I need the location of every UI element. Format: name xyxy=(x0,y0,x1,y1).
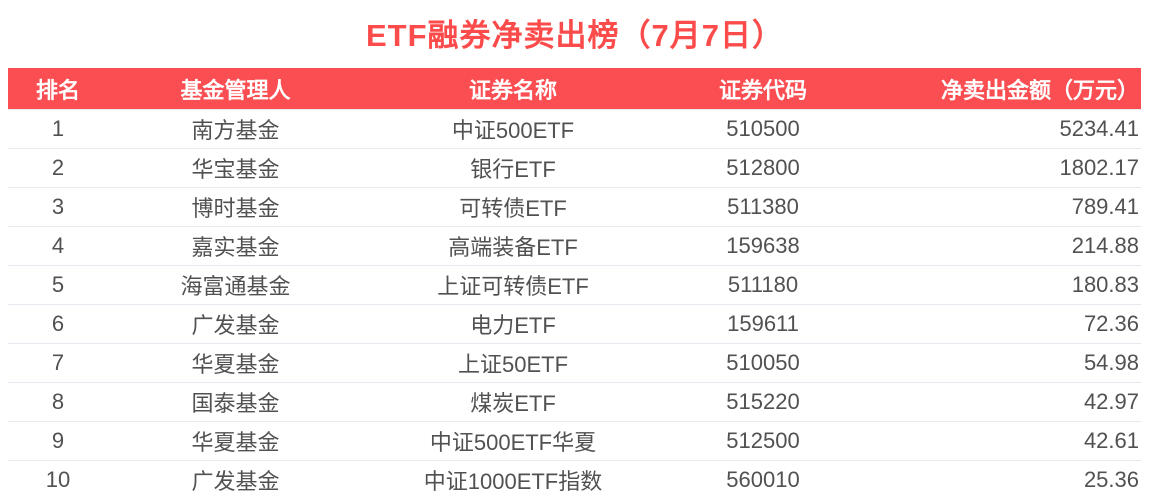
cell-manager: 嘉实基金 xyxy=(191,235,280,260)
cell-rank: 8 xyxy=(51,389,65,414)
table-row: 6 广发基金 电力ETF 159611 72.36 xyxy=(8,304,1141,343)
cell-name: 高端装备ETF xyxy=(448,235,578,260)
ranking-table: 排名 基金管理人 证券名称 证券代码 净卖出金额（万元） 1 南方基金 中证50… xyxy=(8,68,1141,499)
cell-code: 159611 xyxy=(727,311,799,336)
cell-manager: 广发基金 xyxy=(191,469,280,494)
table-row: 8 国泰基金 煤炭ETF 515220 42.97 xyxy=(8,382,1141,421)
cell-code: 511180 xyxy=(727,272,799,297)
cell-rank: 1 xyxy=(51,116,65,141)
table-row: 9 华夏基金 中证500ETF华夏 512500 42.61 xyxy=(8,421,1141,460)
table-header-row: 排名 基金管理人 证券名称 证券代码 净卖出金额（万元） xyxy=(8,68,1141,109)
cell-rank: 7 xyxy=(51,350,65,375)
cell-amount: 5234.41 xyxy=(1059,116,1139,141)
cell-rank: 5 xyxy=(51,272,65,297)
table-row: 10 广发基金 中证1000ETF指数 560010 25.36 xyxy=(8,460,1141,499)
cell-manager: 国泰基金 xyxy=(191,391,280,416)
cell-amount: 42.61 xyxy=(1083,428,1139,453)
cell-name: 中证500ETF华夏 xyxy=(429,430,597,455)
column-header-name: 证券名称 xyxy=(468,77,557,103)
cell-name: 上证50ETF xyxy=(457,352,569,377)
cell-code: 512800 xyxy=(726,155,800,180)
cell-amount: 25.36 xyxy=(1083,467,1139,492)
table-row: 4 嘉实基金 高端装备ETF 159638 214.88 xyxy=(8,226,1141,265)
cell-manager: 博时基金 xyxy=(191,196,280,221)
cell-manager: 华宝基金 xyxy=(191,157,280,182)
table-row: 7 华夏基金 上证50ETF 510050 54.98 xyxy=(8,343,1141,382)
cell-rank: 6 xyxy=(51,311,65,336)
cell-name: 上证可转债ETF xyxy=(437,274,589,299)
cell-name: 可转债ETF xyxy=(459,196,567,221)
table-row: 1 南方基金 中证500ETF 510500 5234.41 xyxy=(8,109,1141,148)
cell-amount: 1802.17 xyxy=(1059,155,1139,180)
cell-rank: 3 xyxy=(51,194,65,219)
cell-manager: 南方基金 xyxy=(191,118,280,143)
cell-manager: 海富通基金 xyxy=(180,274,291,299)
cell-manager: 华夏基金 xyxy=(191,430,280,455)
column-header-code: 证券代码 xyxy=(718,77,807,103)
cell-code: 511380 xyxy=(727,194,799,219)
cell-manager: 华夏基金 xyxy=(191,352,280,377)
cell-code: 510050 xyxy=(726,350,800,375)
cell-amount: 72.36 xyxy=(1083,311,1139,336)
cell-rank: 2 xyxy=(51,155,65,180)
cell-amount: 180.83 xyxy=(1071,272,1139,297)
cell-name: 中证1000ETF指数 xyxy=(423,469,603,494)
cell-rank: 9 xyxy=(51,428,65,453)
cell-name: 煤炭ETF xyxy=(470,391,556,416)
cell-rank: 10 xyxy=(45,467,71,492)
table-row: 5 海富通基金 上证可转债ETF 511180 180.83 xyxy=(8,265,1141,304)
cell-amount: 789.41 xyxy=(1071,194,1139,219)
cell-rank: 4 xyxy=(51,233,65,258)
cell-amount: 54.98 xyxy=(1083,350,1139,375)
cell-code: 512500 xyxy=(726,428,800,453)
cell-name: 电力ETF xyxy=(470,313,556,338)
cell-amount: 214.88 xyxy=(1071,233,1139,258)
column-header-rank: 排名 xyxy=(35,77,80,103)
cell-code: 560010 xyxy=(726,467,800,492)
cell-code: 510500 xyxy=(726,116,800,141)
column-header-amount: 净卖出金额（万元） xyxy=(940,77,1139,103)
cell-manager: 广发基金 xyxy=(191,313,280,338)
cell-name: 银行ETF xyxy=(470,157,556,182)
column-header-manager: 基金管理人 xyxy=(180,77,291,103)
table-row: 2 华宝基金 银行ETF 512800 1802.17 xyxy=(8,148,1141,187)
cell-code: 515220 xyxy=(726,389,800,414)
cell-name: 中证500ETF xyxy=(451,118,575,143)
page-title: ETF融券净卖出榜（7月7日） xyxy=(365,18,785,53)
cell-amount: 42.97 xyxy=(1083,389,1139,414)
table-row: 3 博时基金 可转债ETF 511380 789.41 xyxy=(8,187,1141,226)
cell-code: 159638 xyxy=(726,233,800,258)
